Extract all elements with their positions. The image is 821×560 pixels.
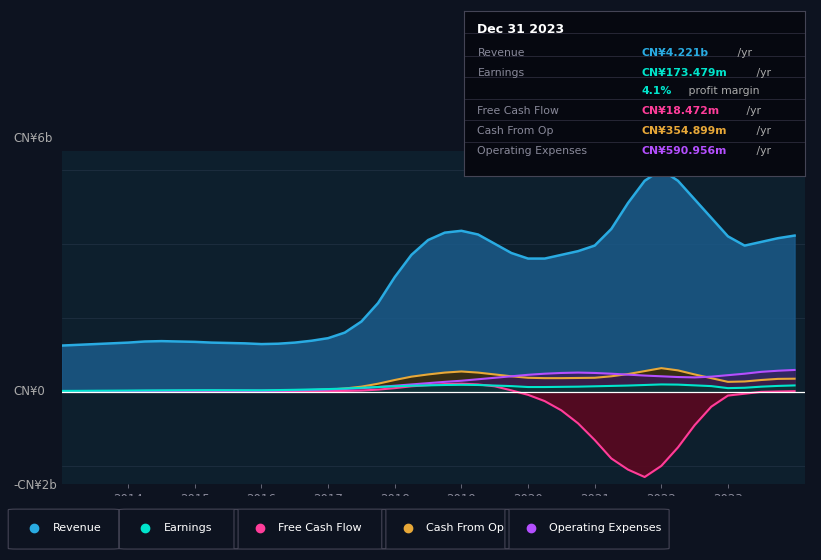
Text: Dec 31 2023: Dec 31 2023 [478,23,565,36]
Text: CN¥18.472m: CN¥18.472m [641,106,719,116]
Text: CN¥354.899m: CN¥354.899m [641,126,727,136]
Text: CN¥6b: CN¥6b [13,132,53,144]
Text: 4.1%: 4.1% [641,86,672,96]
Text: Earnings: Earnings [163,523,212,533]
Text: CN¥173.479m: CN¥173.479m [641,68,727,78]
Text: /yr: /yr [743,106,761,116]
Text: Free Cash Flow: Free Cash Flow [278,523,362,533]
Text: /yr: /yr [753,146,771,156]
Text: profit margin: profit margin [686,86,759,96]
Text: Revenue: Revenue [53,523,101,533]
Text: Cash From Op: Cash From Op [478,126,554,136]
Text: -CN¥2b: -CN¥2b [13,479,57,492]
Text: Earnings: Earnings [478,68,525,78]
Text: CN¥590.956m: CN¥590.956m [641,146,727,156]
Text: Cash From Op: Cash From Op [426,523,504,533]
Text: CN¥4.221b: CN¥4.221b [641,48,709,58]
Text: Operating Expenses: Operating Expenses [478,146,588,156]
Text: Free Cash Flow: Free Cash Flow [478,106,559,116]
Text: /yr: /yr [734,48,752,58]
Text: CN¥0: CN¥0 [13,385,45,398]
Text: /yr: /yr [753,126,771,136]
Text: Operating Expenses: Operating Expenses [549,523,662,533]
Text: /yr: /yr [753,68,771,78]
Text: Revenue: Revenue [478,48,525,58]
